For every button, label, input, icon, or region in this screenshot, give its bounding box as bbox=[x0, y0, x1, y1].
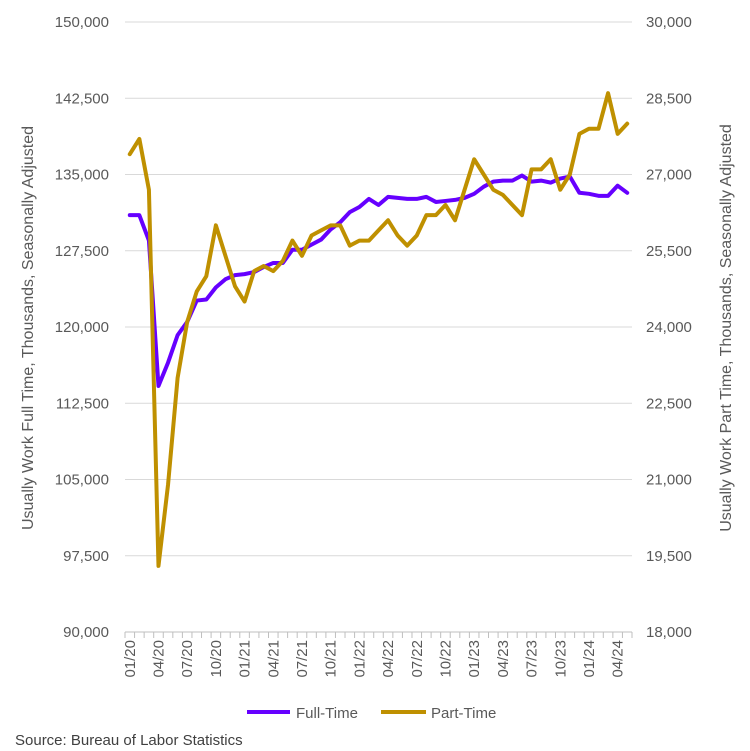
source-note: Source: Bureau of Labor Statistics bbox=[15, 732, 243, 749]
right-tick-label: 25,500 bbox=[646, 243, 692, 260]
right-tick-label: 22,500 bbox=[646, 395, 692, 412]
gridlines bbox=[125, 21, 632, 557]
x-tick-label: 10/21 bbox=[323, 640, 340, 678]
left-tick-label: 120,000 bbox=[55, 319, 109, 336]
left-tick-label: 97,500 bbox=[63, 548, 109, 565]
x-tick-label: 07/22 bbox=[409, 640, 426, 678]
left-tick-label: 105,000 bbox=[55, 472, 109, 489]
x-tick-label: 07/23 bbox=[524, 640, 541, 678]
x-tick-label: 01/23 bbox=[466, 640, 483, 678]
x-tick-label: 04/24 bbox=[610, 640, 627, 678]
x-tick-label: 04/22 bbox=[380, 640, 397, 678]
right-tick-label: 21,000 bbox=[646, 472, 692, 489]
series-line-full-time bbox=[127, 173, 630, 388]
series-line-part-time bbox=[127, 91, 630, 568]
right-axis-title: Usually Work Part Time, Thousands, Seaso… bbox=[718, 124, 735, 532]
x-tick-label: 07/21 bbox=[294, 640, 311, 678]
x-tick-label: 01/22 bbox=[351, 640, 368, 678]
x-tick-label: 01/21 bbox=[237, 640, 254, 678]
left-tick-label: 90,000 bbox=[63, 624, 109, 641]
right-tick-label: 18,000 bbox=[646, 624, 692, 641]
left-tick-label: 135,000 bbox=[55, 167, 109, 184]
left-axis-title: Usually Work Full Time, Thousands, Seaso… bbox=[20, 126, 37, 530]
left-tick-label: 112,500 bbox=[56, 395, 109, 412]
right-tick-label: 19,500 bbox=[646, 548, 692, 565]
x-tick-label: 04/20 bbox=[150, 640, 167, 678]
x-tick-label: 10/20 bbox=[208, 640, 225, 678]
legend: Full-Time Part-Time bbox=[247, 705, 496, 722]
x-tick-label: 04/23 bbox=[495, 640, 512, 678]
right-tick-label: 28,500 bbox=[646, 90, 692, 107]
x-tick-label: 10/22 bbox=[437, 640, 454, 678]
series-lines bbox=[127, 91, 630, 568]
left-tick-label: 150,000 bbox=[55, 14, 109, 31]
x-tick-label: 10/23 bbox=[552, 640, 569, 678]
right-tick-label: 30,000 bbox=[646, 14, 692, 31]
left-tick-label: 142,500 bbox=[55, 90, 109, 107]
x-tick-label: 01/24 bbox=[581, 640, 598, 678]
x-tick-label: 07/20 bbox=[179, 640, 196, 678]
x-tick-label: 04/21 bbox=[265, 640, 282, 678]
x-axis: 01/20 04/20 07/20 10/20 01/21 04/21 07/21 10/21… bbox=[122, 631, 633, 678]
x-tick-label: 01/20 bbox=[122, 640, 139, 678]
left-axis-ticks: 90,000 97,500 105,000 112,500 120,000 127,500… bbox=[55, 14, 109, 641]
right-axis-ticks: 18,000 19,500 21,000 22,500 24,000 25,500 27,0… bbox=[646, 14, 692, 641]
legend-label-part-time: Part-Time bbox=[431, 705, 496, 722]
legend-label-full-time: Full-Time bbox=[296, 705, 358, 722]
left-tick-label: 127,500 bbox=[55, 243, 109, 260]
right-tick-label: 24,000 bbox=[646, 319, 692, 336]
right-tick-label: 27,000 bbox=[646, 167, 692, 184]
